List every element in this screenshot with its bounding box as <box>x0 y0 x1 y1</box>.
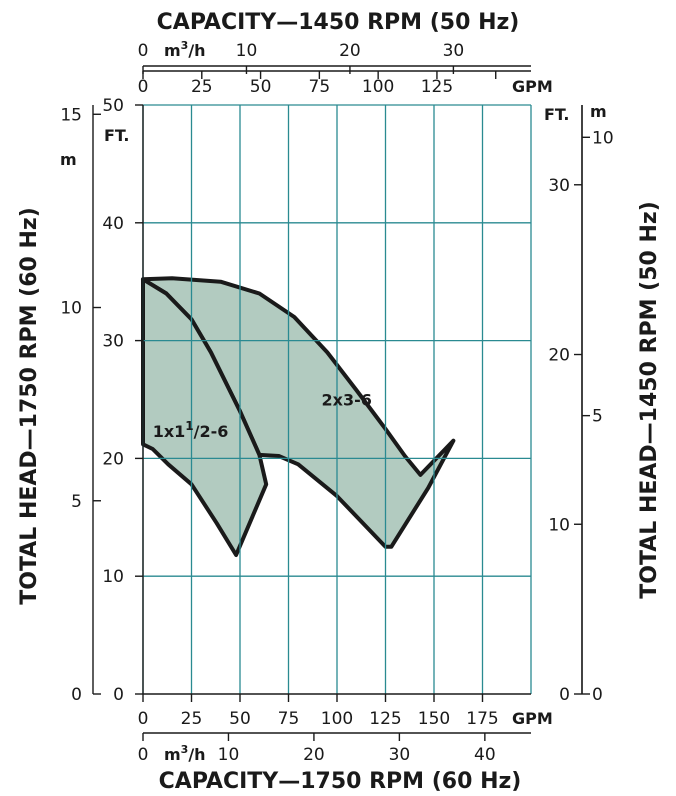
top-gpm-unit: GPM <box>512 77 553 96</box>
right-m-tick-label: 10 <box>592 128 614 148</box>
bottom-gpm-tick-label: 150 <box>418 709 450 729</box>
region-label-1x1-1-2-6: 1x11/2-6 <box>153 419 229 441</box>
right-ft-tick-label: 10 <box>548 515 570 535</box>
left-m-tick-label: 0 <box>71 685 82 705</box>
bottom-m3h-tick-label: 10 <box>218 745 240 765</box>
bottom-gpm-tick-label: 50 <box>229 709 251 729</box>
top-gpm-tick-label: 75 <box>309 77 331 97</box>
top-gpm-tick-label: 50 <box>250 77 272 97</box>
left-m-tick-label: 15 <box>60 105 82 125</box>
left-head-title: TOTAL HEAD—1750 RPM (60 Hz) <box>17 207 42 605</box>
left-ft-tick-label: 40 <box>102 214 124 234</box>
bottom-gpm-tick-label: 25 <box>181 709 203 729</box>
bottom-m3h-tick-label: 40 <box>474 745 496 765</box>
regions-layer <box>141 276 456 557</box>
bottom-gpm-tick-label: 75 <box>278 709 300 729</box>
top-m3h-tick-label: 30 <box>443 41 465 61</box>
left-m-unit: m <box>60 150 77 169</box>
bottom-m3h-unit: m3/h <box>164 743 206 764</box>
bottom-gpm-unit: GPM <box>512 709 553 728</box>
top-gpm-tick-label: 125 <box>421 77 453 97</box>
bottom-gpm-tick-label: 0 <box>138 709 149 729</box>
right-head-title: TOTAL HEAD—1450 RPM (50 Hz) <box>637 201 662 599</box>
top-gpm-tick-label: 0 <box>138 77 149 97</box>
top-m3h-tick-label: 0 <box>138 41 149 61</box>
axes-layer: 0 25 50 75 100 125 150 1750 10 20 30 400 10 20 300 25 50… <box>60 41 613 765</box>
region-area-1 <box>141 277 269 557</box>
top-gpm-tick-label: 25 <box>191 77 213 97</box>
left-m-tick-label: 5 <box>71 492 82 512</box>
bottom-gpm-tick-label: 125 <box>369 709 401 729</box>
bottom-m3h-tick-label: 0 <box>138 745 149 765</box>
top-gpm-tick-label: 100 <box>362 77 394 97</box>
bottom-capacity-title: CAPACITY—1750 RPM (60 Hz) <box>159 769 522 794</box>
top-capacity-title: CAPACITY—1450 RPM (50 Hz) <box>157 10 520 35</box>
right-ft-tick-label: 30 <box>548 176 570 196</box>
right-m-tick-label: 5 <box>592 407 603 427</box>
left-ft-tick-label: 50 <box>102 96 124 116</box>
right-ft-unit: FT. <box>544 105 570 124</box>
left-m-tick-label: 10 <box>60 299 82 319</box>
bottom-m3h-tick-label: 20 <box>303 745 325 765</box>
right-ft-tick-label: 20 <box>548 346 570 366</box>
right-m-unit: m <box>590 102 607 121</box>
right-m-tick-label: 0 <box>592 685 603 705</box>
top-m3h-tick-label: 10 <box>236 41 258 61</box>
region-label-2x3-6: 2x3-6 <box>322 390 372 409</box>
left-ft-tick-label: 10 <box>102 567 124 587</box>
bottom-gpm-tick-label: 100 <box>321 709 353 729</box>
bottom-gpm-tick-label: 175 <box>466 709 498 729</box>
left-ft-tick-label: 30 <box>102 332 124 352</box>
top-m3h-tick-label: 20 <box>339 41 361 61</box>
grid-layer <box>142 104 532 694</box>
left-ft-tick-label: 0 <box>113 685 124 705</box>
right-ft-tick-label: 0 <box>559 685 570 705</box>
left-ft-unit: FT. <box>104 126 130 145</box>
left-ft-tick-label: 20 <box>102 449 124 469</box>
bottom-m3h-tick-label: 30 <box>389 745 411 765</box>
top-m3h-unit: m3/h <box>164 39 206 60</box>
